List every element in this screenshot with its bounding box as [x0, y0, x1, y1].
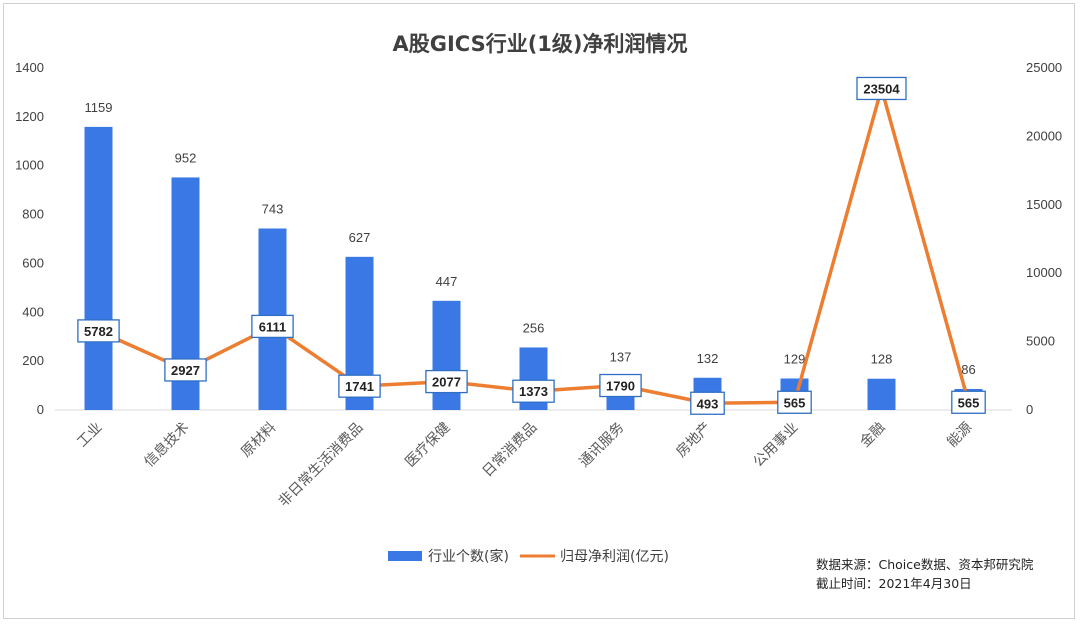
line-point: 493 — [690, 391, 725, 415]
line-point: 5782 — [77, 319, 120, 343]
left-tick-label: 1200 — [15, 109, 44, 124]
bar-value-label: 256 — [523, 320, 545, 335]
right-tick-label: 25000 — [1026, 60, 1062, 75]
line-value-label: 2077 — [432, 375, 461, 390]
line-point: 565 — [951, 390, 986, 414]
category-label: 工业 — [74, 420, 105, 451]
line-value-box — [599, 373, 642, 398]
category-label: 房地产 — [673, 420, 714, 461]
bar-value-label: 132 — [697, 351, 719, 366]
line-value-label: 1741 — [345, 379, 374, 394]
bar — [867, 378, 896, 410]
left-tick-label: 600 — [22, 255, 44, 270]
category-label: 医疗保健 — [402, 420, 453, 471]
bar — [84, 126, 113, 410]
line-point: 23504 — [856, 76, 907, 101]
left-tick-label: 200 — [22, 353, 44, 368]
line-value-label: 6111 — [259, 319, 287, 334]
bar-value-label: 129 — [784, 351, 806, 366]
line-value-label: 23504 — [863, 81, 900, 96]
line-value-label: 565 — [784, 395, 806, 410]
bar-value-label: 137 — [610, 350, 632, 365]
line-value-box — [777, 390, 812, 414]
bar-value-label: 447 — [436, 274, 458, 289]
right-tick-label: 15000 — [1026, 197, 1062, 212]
category-label: 公用事业 — [750, 420, 801, 471]
line-value-box — [951, 390, 986, 414]
line-value-box — [425, 369, 468, 394]
line-value-box — [512, 379, 555, 403]
line-value-label: 2927 — [171, 363, 200, 378]
legend-label-line: 归母净利润(亿元) — [560, 548, 669, 565]
category-label: 信息技术 — [141, 419, 193, 471]
right-tick-label: 20000 — [1026, 128, 1062, 143]
legend: 行业个数(家) 归母净利润(亿元) — [388, 548, 669, 565]
line-value-label: 565 — [958, 395, 980, 410]
line-value-box — [338, 374, 381, 398]
bar-value-label: 952 — [175, 150, 197, 165]
right-axis: 0 5000 10000 15000 20000 25000 — [1026, 60, 1062, 417]
bar-value-label: 627 — [349, 230, 371, 245]
category-label: 金融 — [857, 420, 888, 451]
line-value-label: 493 — [697, 396, 719, 411]
bar-labels: 1159 952 743 627 447 256 137 132 129 128 86 — [85, 100, 976, 377]
cutoff-note: 截止时间：2021年4月30日 — [816, 576, 972, 591]
right-tick-label: 0 — [1026, 402, 1033, 417]
left-tick-label: 400 — [22, 304, 44, 319]
category-label: 通讯服务 — [576, 420, 627, 471]
bar-value-label: 128 — [871, 352, 893, 367]
legend-swatch-bars — [388, 551, 422, 561]
line-value-box — [251, 314, 294, 339]
line-value-box — [856, 76, 907, 101]
bar-series — [84, 126, 983, 410]
category-label: 日常消费品 — [480, 420, 541, 481]
chart-title: A股GICS行业(1级)净利润情况 — [392, 32, 687, 56]
bar-value-label: 86 — [961, 362, 975, 377]
line-point: 2927 — [164, 358, 207, 382]
left-axis: 0 200 400 600 800 1000 1200 1400 — [15, 60, 44, 417]
right-tick-label: 10000 — [1026, 265, 1062, 280]
line-value-label: 1373 — [519, 384, 548, 399]
category-label: 非日常生活消费品 — [276, 420, 367, 511]
left-tick-label: 1000 — [15, 158, 44, 173]
line-point: 1373 — [512, 379, 555, 403]
left-tick-label: 1400 — [15, 60, 44, 75]
line-value-box — [164, 358, 207, 382]
line-labels: 5782 2927 6111 1741 2077 1373 1790 493 565 23504 5… — [77, 76, 986, 415]
right-tick-label: 5000 — [1026, 334, 1055, 349]
source-note: 数据来源：Choice数据、资本邦研究院 — [816, 557, 1034, 572]
line-point: 565 — [777, 390, 812, 414]
category-label: 原材料 — [238, 420, 279, 461]
line-value-label: 5782 — [84, 324, 113, 339]
line-value-label: 1790 — [606, 379, 635, 394]
bar-value-label: 743 — [262, 201, 284, 216]
line-point: 1741 — [338, 374, 381, 398]
left-tick-label: 0 — [37, 402, 44, 417]
line-value-box — [690, 391, 725, 415]
legend-label-bars: 行业个数(家) — [428, 548, 509, 565]
line-point: 6111 — [251, 314, 294, 339]
category-label: 能源 — [944, 420, 975, 451]
line-point: 1790 — [599, 373, 642, 398]
left-tick-label: 800 — [22, 207, 44, 222]
bar-value-label: 1159 — [85, 100, 113, 115]
bar — [432, 300, 461, 410]
line-value-box — [77, 319, 120, 343]
line-point: 2077 — [425, 369, 468, 394]
